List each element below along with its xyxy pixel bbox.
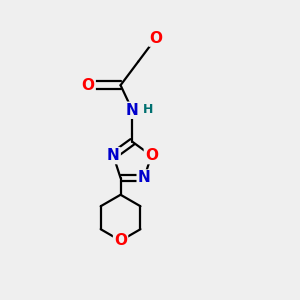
Text: O: O (114, 233, 127, 248)
Text: H: H (142, 103, 153, 116)
Text: N: N (107, 148, 120, 163)
Text: O: O (145, 148, 158, 163)
Text: N: N (138, 170, 151, 185)
Text: N: N (126, 103, 139, 118)
Text: O: O (149, 31, 162, 46)
Text: O: O (82, 78, 95, 93)
